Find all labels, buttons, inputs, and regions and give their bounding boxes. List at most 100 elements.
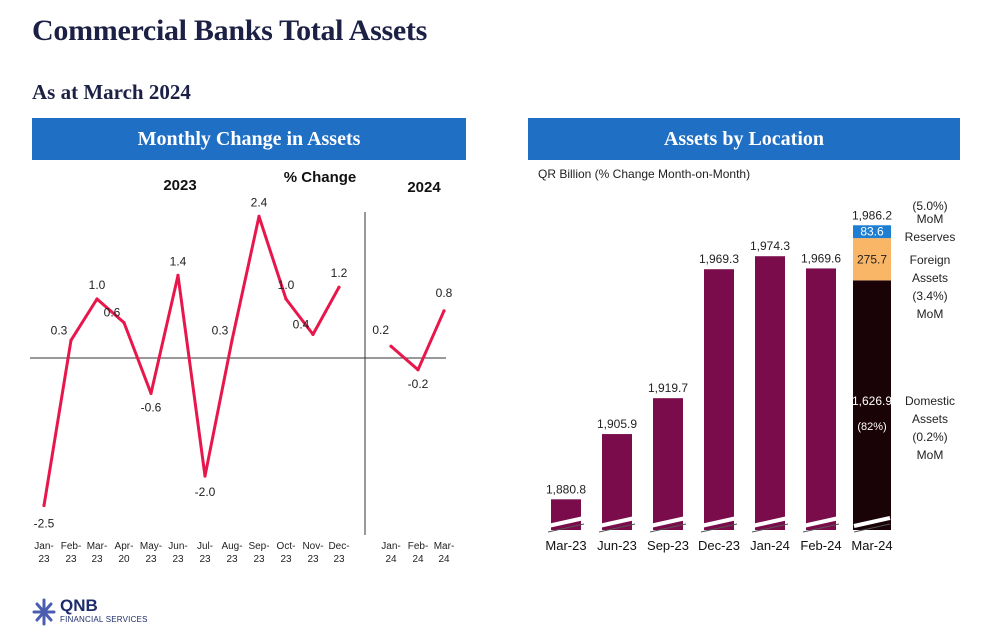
monthly-change-line-chart: 2023% Change2024-2.50.31.00.6-0.61.4-2.0…: [30, 169, 454, 565]
x-tick-year: 23: [145, 554, 157, 565]
x-tick-year: 23: [199, 554, 211, 565]
domestic-assets-note: Domestic: [905, 394, 955, 408]
x-tick-label: Mar-24: [851, 538, 892, 553]
foreign-assets-note: MoM: [917, 307, 944, 321]
data-point: [257, 214, 261, 218]
segment-label-reserves: 83.6: [860, 225, 884, 239]
x-tick-month: Feb-: [408, 541, 429, 552]
x-tick-label: Sep-23: [647, 538, 689, 553]
data-point: [122, 321, 126, 325]
page-title: Commercial Banks Total Assets: [32, 14, 427, 47]
total-change-note: (5.0%): [912, 199, 947, 213]
bar-Dec-23: [704, 269, 734, 530]
x-tick-year: 23: [253, 554, 265, 565]
x-tick-label: Mar-23: [545, 538, 586, 553]
data-point: [176, 273, 180, 277]
x-tick-year: 23: [91, 554, 103, 565]
x-tick-label: Dec-23: [698, 538, 740, 553]
x-tick-month: Dec-: [328, 541, 349, 552]
data-point: [149, 391, 153, 395]
bar-value-label: 1,969.3: [699, 252, 739, 266]
x-tick-year: 23: [65, 554, 77, 565]
qnb-star-icon: [32, 598, 56, 626]
x-tick-year: 23: [307, 554, 319, 565]
data-label: 1.4: [170, 254, 187, 268]
x-tick-label: Feb-24: [800, 538, 841, 553]
axis-break-mark: [598, 516, 636, 528]
data-point: [203, 474, 207, 478]
bar-value-label: 1,905.9: [597, 417, 637, 431]
foreign-assets-note: Foreign: [910, 253, 951, 267]
data-point: [284, 297, 288, 301]
x-tick-year: 20: [118, 554, 130, 565]
x-tick-year: 23: [38, 554, 50, 565]
x-tick-month: Jun-: [168, 541, 187, 552]
data-label: 0.4: [293, 317, 310, 331]
bar-Jun-23: [602, 434, 632, 530]
unit-label: QR Billion (% Change Month-on-Month): [538, 167, 750, 181]
data-label: -2.0: [195, 485, 216, 499]
x-tick-month: Feb-: [61, 541, 82, 552]
logo-tagline: FINANCIAL SERVICES: [60, 615, 148, 624]
bar-segment-domestic: [853, 280, 891, 530]
data-point: [95, 297, 99, 301]
axis-break-mark: [751, 516, 789, 528]
x-tick-label: Jun-23: [597, 538, 637, 553]
axis-break-line: [700, 523, 738, 533]
domestic-assets-note: Assets: [912, 412, 948, 426]
bar-segment-reserves: [853, 225, 891, 239]
foreign-assets-note: Assets: [912, 271, 948, 285]
reserves-note: MoM: [917, 212, 944, 226]
segment-label-domestic: 1,626.9: [852, 394, 892, 408]
data-point: [442, 309, 446, 313]
axis-break-line: [598, 523, 636, 533]
data-label: 1.0: [89, 278, 106, 292]
x-tick-month: Jan-: [381, 541, 400, 552]
axis-break-line: [853, 523, 891, 533]
x-tick-year: 23: [280, 554, 292, 565]
bar-Sep-23: [653, 398, 683, 530]
data-label: 0.2: [372, 323, 389, 337]
series-line-2024: [390, 310, 446, 372]
monthly-change-banner: Monthly Change in Assets: [32, 118, 466, 160]
assets-by-location-banner: Assets by Location: [528, 118, 960, 160]
page-subtitle: As at March 2024: [32, 80, 191, 104]
data-label: 1.0: [278, 278, 295, 292]
segment-label-foreign: 275.7: [857, 252, 887, 266]
x-tick-month: Sep-: [248, 541, 269, 552]
x-tick-year: 24: [412, 554, 424, 565]
axis-break-line: [751, 523, 789, 533]
x-tick-label: Jan-24: [750, 538, 790, 553]
x-tick-year: 23: [172, 554, 184, 565]
x-tick-month: Aug-: [221, 541, 242, 552]
x-tick-year: 23: [333, 554, 345, 565]
bar-segment-foreign: [853, 238, 891, 281]
year-label-2023: 2023: [163, 177, 196, 194]
bar-Feb-24: [806, 268, 836, 530]
x-tick-month: May-: [140, 541, 162, 552]
data-point: [416, 368, 420, 372]
data-point: [337, 285, 341, 289]
domestic-assets-note: MoM: [917, 448, 944, 462]
metric-label: % Change: [284, 169, 357, 186]
reserves-note: Reserves: [905, 230, 956, 244]
axis-break-line: [802, 523, 840, 533]
foreign-assets-note: (3.4%): [912, 289, 947, 303]
data-label: 0.8: [436, 286, 453, 300]
x-tick-year: 24: [385, 554, 397, 565]
assets-by-location-bar-chart: QR Billion (% Change Month-on-Month) 1,88…: [538, 167, 956, 553]
data-label: 0.3: [51, 323, 68, 337]
data-label: -0.2: [408, 377, 429, 391]
bar-value-label: 1,974.3: [750, 239, 790, 253]
data-point: [230, 338, 234, 342]
axis-break-mark: [649, 516, 687, 528]
domestic-assets-note: (0.2%): [912, 430, 947, 444]
bar-value-label-total: 1,986.2: [852, 208, 892, 222]
data-point: [389, 344, 393, 348]
axis-break-line: [649, 523, 687, 533]
x-tick-month: Apr-: [115, 541, 134, 552]
data-label: 0.6: [104, 306, 121, 320]
x-tick-month: Oct-: [277, 541, 296, 552]
qnb-logo: QNB FINANCIAL SERVICES: [32, 596, 182, 630]
axis-break-mark: [700, 516, 738, 528]
